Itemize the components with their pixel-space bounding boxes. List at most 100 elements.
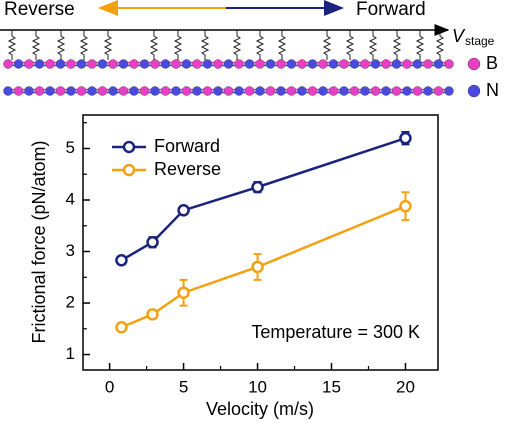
y-tick-label: 4: [66, 189, 75, 208]
atom: [255, 59, 265, 69]
forward-label: Forward: [356, 0, 426, 20]
spring: [173, 30, 183, 60]
atom: [181, 59, 192, 69]
atom: [202, 86, 213, 96]
atom: [66, 59, 76, 69]
atom: [234, 59, 244, 69]
atom: [349, 86, 360, 96]
atom: [87, 59, 97, 69]
spring: [255, 30, 265, 60]
legend-label: N: [486, 80, 499, 100]
atom: [3, 59, 13, 69]
atom: [444, 86, 454, 96]
atom: [244, 59, 255, 69]
atom: [3, 86, 13, 96]
atom: [402, 86, 412, 96]
atom: [139, 59, 150, 69]
atom: [391, 86, 402, 96]
atom: [150, 86, 160, 96]
atom: [76, 86, 87, 96]
atom: [97, 86, 108, 96]
atom: [181, 86, 192, 96]
atom: [360, 59, 370, 69]
atom: [234, 86, 244, 96]
atom: [328, 86, 339, 96]
atom: [402, 59, 412, 69]
atom: [307, 59, 318, 69]
atom: [202, 59, 213, 69]
atom: [45, 59, 55, 69]
atom: [118, 59, 129, 69]
atom: [370, 86, 381, 96]
spring: [392, 30, 402, 60]
legend-label: Forward: [154, 136, 220, 156]
spring: [368, 30, 378, 60]
atom: [318, 86, 328, 96]
series-line: [120, 136, 406, 262]
atom: [244, 86, 255, 96]
atom: [171, 86, 181, 96]
atom: [381, 86, 391, 96]
spring: [31, 30, 41, 60]
spring: [415, 30, 425, 60]
atom: [433, 59, 444, 69]
atom: [192, 59, 202, 69]
legend-label: B: [486, 53, 498, 73]
y-tick-label: 5: [66, 138, 75, 157]
atom: [255, 86, 265, 96]
atom: [192, 86, 202, 96]
atom: [97, 59, 108, 69]
atom: [34, 86, 45, 96]
atom: [339, 59, 349, 69]
x-tick-label: 10: [248, 377, 267, 396]
atom: [318, 59, 328, 69]
atom: [297, 59, 307, 69]
stage-subscript: stage: [465, 34, 495, 48]
x-tick-label: 5: [179, 377, 188, 396]
atom: [13, 86, 24, 96]
legend-marker: [122, 140, 136, 154]
spring: [345, 30, 355, 60]
atom: [55, 86, 66, 96]
atom: [108, 86, 118, 96]
atom: [423, 59, 433, 69]
atom: [223, 86, 234, 96]
spring: [435, 30, 445, 60]
atom: [55, 59, 66, 69]
atom: [412, 86, 423, 96]
y-tick-label: 2: [66, 293, 75, 312]
atom: [433, 86, 444, 96]
atom: [360, 86, 370, 96]
atom: [276, 59, 286, 69]
marker: [177, 286, 190, 299]
x-tick-label: 0: [105, 377, 114, 396]
atom: [391, 59, 402, 69]
y-tick-label: 1: [66, 344, 75, 363]
atom: [339, 86, 349, 96]
schematic: Reverse Forward V stage BN: [0, 0, 499, 100]
x-axis-label: Velocity (m/s): [206, 399, 314, 419]
reverse-label: Reverse: [4, 0, 75, 20]
atom: [66, 86, 76, 96]
atom: [381, 59, 391, 69]
spring: [79, 30, 89, 60]
atom: [213, 86, 223, 96]
marker: [146, 308, 159, 321]
marker: [399, 131, 412, 145]
annotation: Temperature = 300 K: [251, 322, 420, 342]
legend-atom: [467, 84, 481, 98]
atom: [265, 59, 276, 69]
x-tick-label: 15: [322, 377, 341, 396]
atom: [24, 86, 34, 96]
atom: [13, 59, 24, 69]
marker: [115, 320, 128, 334]
spring: [56, 30, 66, 60]
spring: [149, 30, 159, 60]
atom: [87, 86, 97, 96]
atom: [328, 59, 339, 69]
atom: [150, 59, 160, 69]
atom: [423, 86, 433, 96]
spring: [277, 30, 287, 60]
spring: [322, 30, 332, 60]
